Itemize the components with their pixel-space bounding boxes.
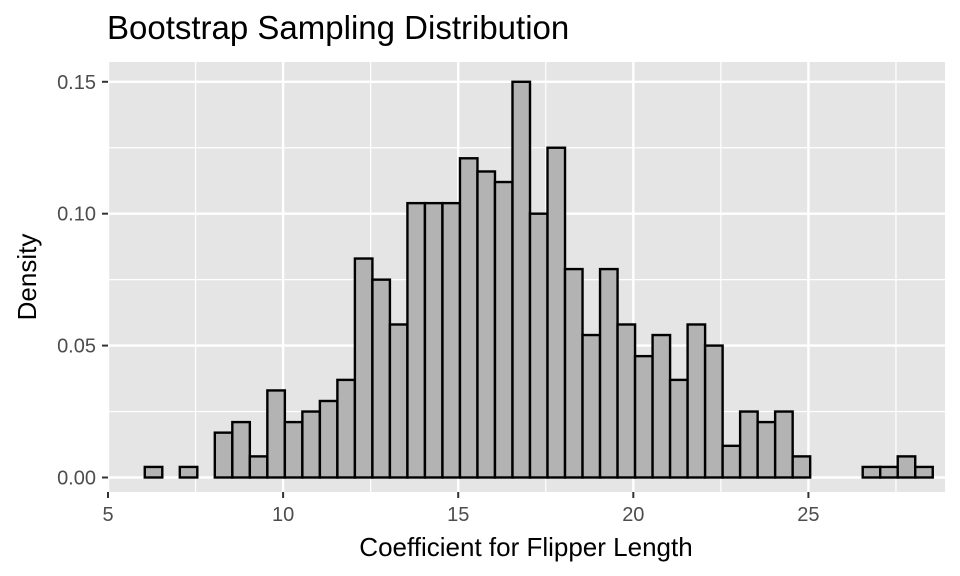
histogram-bar [213,431,234,479]
histogram-bar [283,420,304,479]
histogram-bar [143,465,164,479]
histogram-bar [861,465,882,479]
chart-title: Bootstrap Sampling Distribution [107,9,569,46]
y-tick-label: 0.05 [57,336,96,358]
x-axis-label: Coefficient for Flipper Length [359,532,692,562]
histogram-bar [598,267,619,479]
histogram-bar [178,465,199,479]
histogram-bar [266,389,287,479]
histogram-bar [388,323,409,479]
histogram-bar [318,399,339,479]
histogram-bar [493,180,514,479]
x-tick-label: 15 [447,504,469,526]
x-tick-label: 20 [622,504,644,526]
histogram-bar [423,201,444,479]
y-axis: 0.00 0.05 0.10 0.15 [57,72,108,489]
histogram-bar [791,455,812,479]
histogram-bar [896,455,917,479]
histogram-bar [371,278,392,479]
histogram-bar [581,333,602,479]
x-tick-label: 5 [102,504,113,526]
histogram-bar [651,333,672,479]
histogram-bar [616,323,637,479]
y-axis-label: Density [12,234,42,321]
histogram-bar [528,212,549,479]
histogram-bar [476,170,497,479]
x-axis: 5 10 15 20 25 [102,492,820,526]
histogram-bars [143,80,934,479]
histogram-bar [563,267,584,479]
histogram-bar [738,410,759,479]
histogram-bar [248,455,269,479]
x-tick-label: 10 [272,504,294,526]
y-tick-label: 0.10 [57,204,96,226]
histogram-bar [703,344,724,479]
histogram-bar [231,420,252,479]
histogram-bar [546,146,567,479]
histogram-bar [353,257,374,479]
histogram-bar [458,157,479,479]
y-tick-label: 0.00 [57,467,96,489]
histogram-bar [914,465,934,479]
histogram-bar [686,323,707,479]
histogram-bar [633,354,654,479]
histogram-bar [756,420,777,479]
histogram-bar [301,410,322,479]
histogram-bar [336,378,357,479]
histogram-bar [721,444,742,479]
y-tick-label: 0.15 [57,72,96,94]
x-tick-label: 25 [797,504,819,526]
histogram-bar [668,378,689,479]
histogram-bar [511,80,532,479]
histogram-bar [879,465,899,479]
histogram-bar [773,410,794,479]
histogram-bar [406,201,427,479]
histogram-bar [441,201,462,479]
